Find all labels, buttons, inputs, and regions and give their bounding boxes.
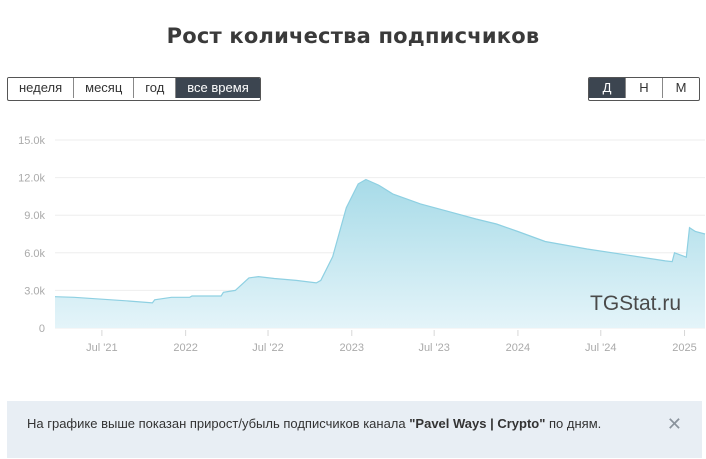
range-month-button[interactable]: месяц	[74, 78, 135, 98]
x-tick-label: 2024	[506, 342, 530, 354]
page-title: Рост количества подписчиков	[166, 24, 540, 48]
y-tick-label: 12.0k	[18, 173, 45, 185]
period-day-button[interactable]: Д	[589, 78, 626, 98]
range-all-time-button[interactable]: все время	[176, 78, 260, 98]
info-channel-name: "Pavel Ways | Crypto"	[409, 416, 546, 431]
x-tick-label: 2025	[672, 342, 696, 354]
period-week-button[interactable]: Н	[626, 78, 663, 98]
x-axis-labels: Jul '21 2022 Jul '22 2023 Jul '23 2024 Jul '24…	[86, 330, 697, 354]
x-tick-label: 2023	[340, 342, 364, 354]
info-text-before: На графике выше показан прирост/убыль по…	[27, 416, 410, 431]
y-axis-labels: 0 3.0k 6.0k 9.0k 12.0k 15.0k	[18, 135, 45, 335]
info-banner: На графике выше показан прирост/убыль по…	[7, 401, 702, 458]
subscriber-line	[54, 178, 706, 304]
info-text-after: по дням.	[545, 416, 602, 431]
period-selector: Д Н М	[588, 77, 700, 101]
y-tick-label: 15.0k	[18, 135, 45, 147]
x-tick-label: Jul '22	[252, 342, 283, 354]
range-year-button[interactable]: год	[134, 78, 177, 98]
time-range-selector: неделя месяц год все время	[7, 77, 261, 101]
period-month-button[interactable]: М	[663, 78, 699, 98]
watermark: TGStat.ru	[590, 292, 681, 315]
y-tick-label: 0	[39, 323, 45, 335]
y-tick-label: 9.0k	[24, 210, 45, 222]
x-tick-label: Jul '21	[86, 342, 117, 354]
x-tick-label: Jul '24	[585, 342, 616, 354]
y-tick-label: 3.0k	[24, 285, 45, 297]
close-icon[interactable]: ✕	[666, 414, 682, 434]
x-tick-label: Jul '23	[418, 342, 449, 354]
subscriber-area	[55, 179, 705, 328]
y-tick-label: 6.0k	[24, 248, 45, 260]
range-week-button[interactable]: неделя	[8, 78, 75, 98]
x-tick-label: 2022	[173, 342, 197, 354]
